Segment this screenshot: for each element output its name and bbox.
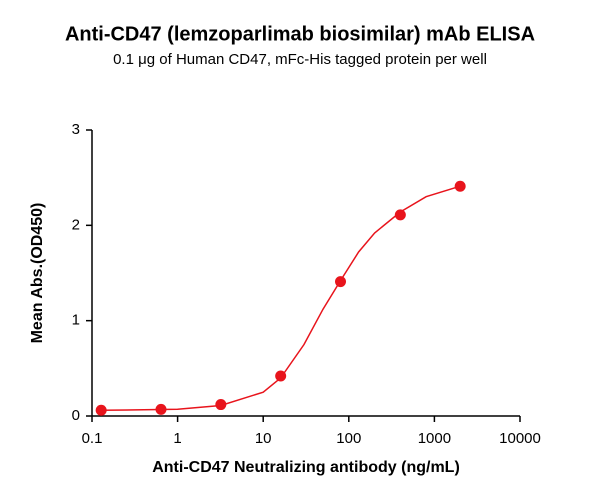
data-point bbox=[394, 209, 406, 221]
y-axis-label: Mean Abs.(OD450) bbox=[29, 203, 46, 344]
data-point bbox=[335, 276, 347, 288]
x-tick-label: 100 bbox=[336, 430, 361, 447]
data-point bbox=[275, 370, 287, 382]
data-point bbox=[454, 180, 466, 192]
data-point bbox=[95, 404, 107, 416]
x-tick-label: 1000 bbox=[418, 430, 451, 447]
y-tick-label: 3 bbox=[72, 121, 80, 138]
data-point bbox=[155, 403, 167, 415]
chart-subtitle: 0.1 μg of Human CD47, mFc-His tagged pro… bbox=[113, 51, 487, 68]
x-tick-label: 0.1 bbox=[82, 430, 103, 447]
x-tick-label: 1 bbox=[173, 430, 181, 447]
x-axis-label: Anti-CD47 Neutralizing antibody (ng/mL) bbox=[152, 459, 460, 476]
chart-title: Anti-CD47 (lemzoparlimab biosimilar) mAb… bbox=[65, 23, 535, 45]
y-tick-label: 0 bbox=[72, 407, 80, 424]
x-tick-label: 10 bbox=[255, 430, 272, 447]
data-point bbox=[215, 399, 227, 411]
y-tick-label: 2 bbox=[72, 216, 80, 233]
x-tick-label: 10000 bbox=[499, 430, 541, 447]
y-tick-label: 1 bbox=[72, 312, 80, 329]
